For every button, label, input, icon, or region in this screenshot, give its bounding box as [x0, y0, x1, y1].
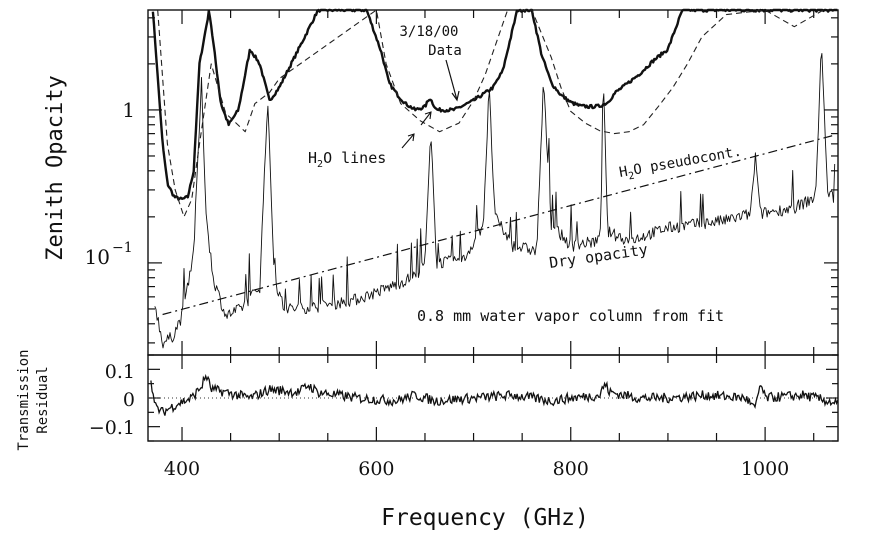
residual-tick-label-0: 0	[123, 389, 135, 411]
annotation-water-column: 0.8 mm water vapor column from fit	[417, 307, 724, 325]
h2o-lines-arrow-2-head	[424, 111, 432, 120]
series-h2o-pseudocont	[162, 134, 834, 316]
x-tick-label: 600	[358, 458, 394, 480]
y-tick-label-0.1-exponent: −1	[112, 240, 133, 256]
y-tick-label-0.1: 10	[85, 245, 110, 269]
opacity-panel: 1 10 −1 Zenith Opacity 3/18/00 Data H2O …	[43, 8, 839, 356]
x-tick-label: 1000	[741, 458, 789, 480]
series-residual	[150, 373, 839, 416]
residual-axis-title-line1: Transmission	[16, 349, 32, 450]
bottom-series	[148, 373, 839, 416]
series-dry-opacity	[154, 53, 836, 349]
annotation-data-date: 3/18/00	[399, 24, 458, 40]
y-axis-title: Zenith Opacity	[43, 75, 68, 260]
x-tick-label: 400	[164, 458, 200, 480]
annotation-h2o-lines: H2O lines	[308, 149, 386, 170]
residual-axis-title-line2: Residual	[35, 366, 51, 433]
x-axis-title: Frequency (GHz)	[381, 505, 589, 531]
series-h2o-lines-model	[157, 9, 824, 218]
h2o-lines-arrow-1	[401, 133, 415, 149]
x-tick-labels: 400 600 800 1000	[164, 458, 789, 480]
x-tick-label: 800	[553, 458, 589, 480]
residual-tick-label-neg0.1: −0.1	[89, 417, 135, 439]
residual-panel: 0.1 0 −0.1 Transmission Residual 400 600 8…	[16, 349, 839, 531]
y-tick-label-1: 1	[122, 98, 135, 122]
series-data	[151, 8, 838, 201]
data-arrow-head	[451, 90, 460, 102]
data-arrow	[445, 59, 458, 101]
annotation-pseudocont: H2O pseudocont.	[618, 144, 743, 184]
y-tick-label-0.1-mantissa: 10	[85, 245, 110, 269]
top-series	[151, 8, 838, 349]
h2o-lines-arrow-2	[420, 111, 432, 126]
residual-tick-label-0.1: 0.1	[105, 361, 135, 383]
h2o-lines-arrow-1-head	[407, 133, 415, 142]
annotation-data-word: Data	[428, 43, 462, 59]
annotation-dry-opacity: Dry opacity	[548, 240, 649, 272]
